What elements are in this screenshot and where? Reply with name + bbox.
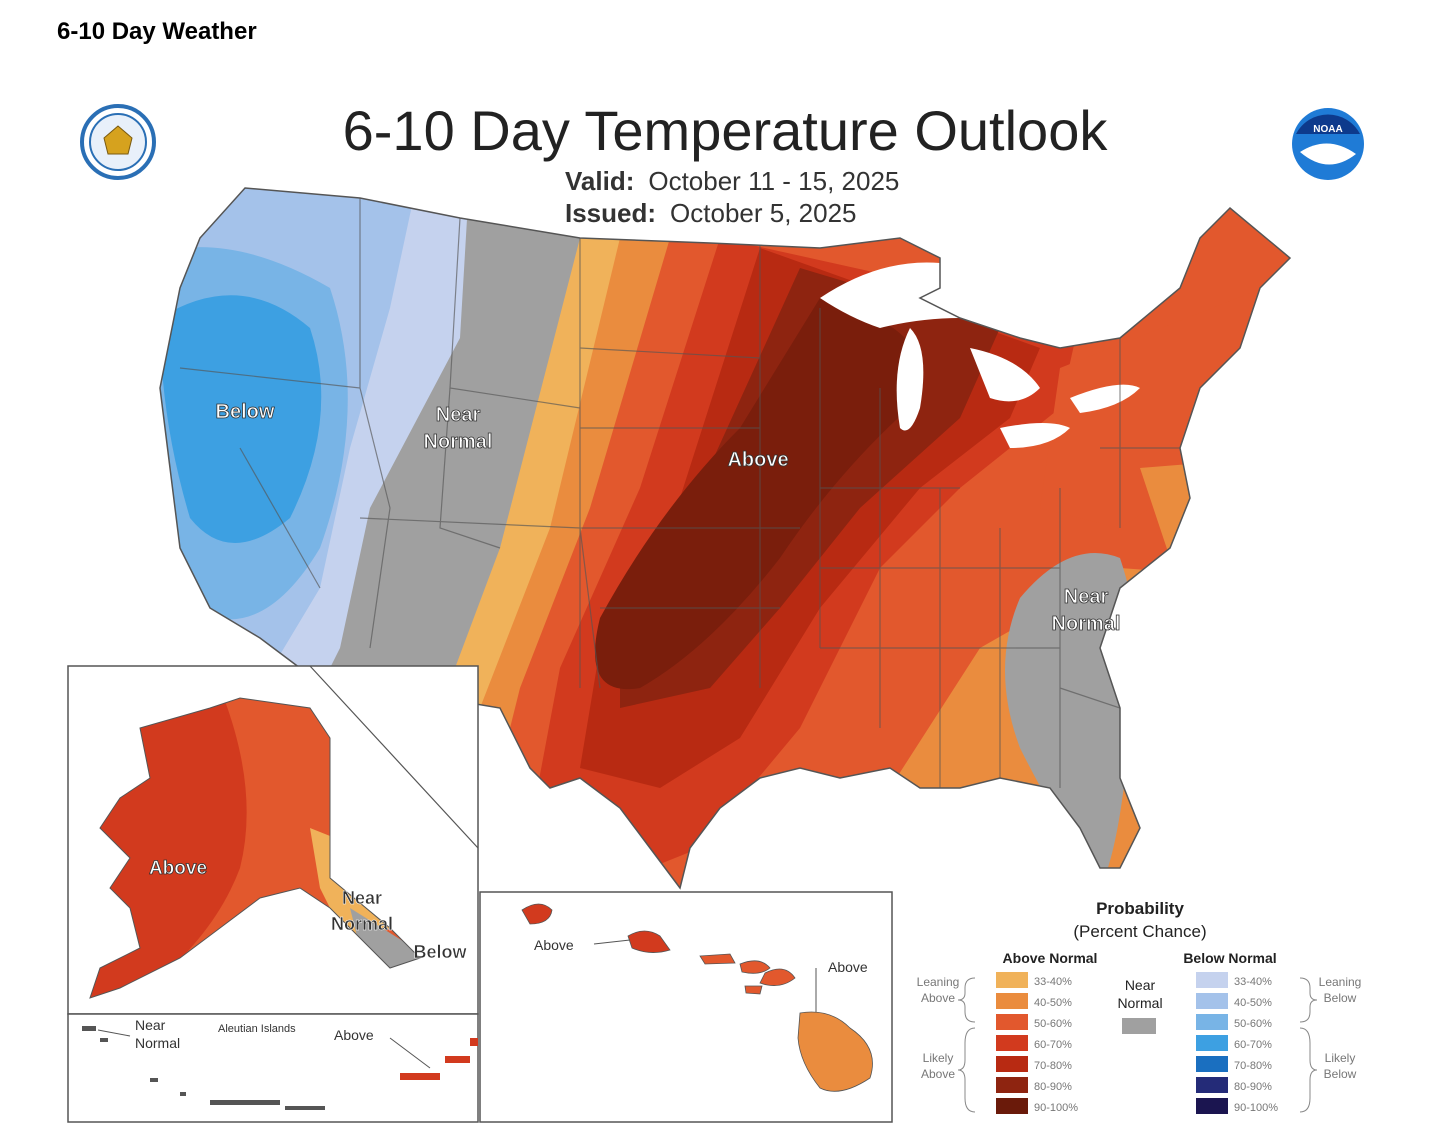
- above-range-3: 60-70%: [1034, 1039, 1072, 1051]
- below-range-5: 80-90%: [1234, 1081, 1272, 1093]
- above-swatch-6: [996, 1098, 1028, 1114]
- alaska-inset: Above Near Normal Below: [67, 665, 479, 1015]
- valid-dates-line: Valid: October 11 - 15, 2025: [565, 166, 899, 197]
- issued-date-line: Issued: October 5, 2025: [565, 198, 857, 229]
- aleutian-inset: Near Normal Aleutian Islands Above: [67, 1013, 479, 1123]
- below-swatch-5: [1196, 1077, 1228, 1093]
- below-range-3: 60-70%: [1234, 1039, 1272, 1051]
- legend-leaning-below-1: Leaning: [1319, 975, 1362, 989]
- above-swatch-2: [996, 1014, 1028, 1030]
- above-swatch-4: [996, 1056, 1028, 1072]
- above-range-1: 40-50%: [1034, 997, 1072, 1009]
- above-range-0: 33-40%: [1034, 976, 1072, 988]
- legend-near-2: Normal: [1117, 995, 1162, 1011]
- below-swatch-6: [1196, 1098, 1228, 1114]
- label-near-west-1: Near: [436, 404, 481, 426]
- below-swatch-4: [1196, 1056, 1228, 1072]
- probability-legend: Probability (Percent Chance) Above Norma…: [917, 899, 1362, 1114]
- doc-seal-icon: [80, 104, 156, 180]
- legend-likely-above-1: Likely: [923, 1051, 954, 1065]
- above-swatch-0: [996, 972, 1028, 988]
- hawaii-inset: Above Above: [479, 891, 893, 1123]
- issued-date: October 5, 2025: [670, 198, 857, 228]
- below-range-4: 70-80%: [1234, 1060, 1272, 1072]
- label-hawaii-above-1: Above: [534, 937, 574, 953]
- below-swatch-2: [1196, 1014, 1228, 1030]
- above-swatch-1: [996, 993, 1028, 1009]
- label-alaska-near-1: Near: [342, 888, 382, 908]
- below-range-2: 50-60%: [1234, 1018, 1272, 1030]
- map-title: 6-10 Day Temperature Outlook: [342, 99, 1108, 162]
- label-aleutian-above: Above: [334, 1027, 374, 1043]
- above-range-4: 70-80%: [1034, 1060, 1072, 1072]
- valid-dates: October 11 - 15, 2025: [648, 166, 900, 196]
- svg-text:NOAA: NOAA: [1313, 124, 1342, 135]
- label-near-se-2: Normal: [1052, 613, 1121, 635]
- legend-leaning-above-2: Above: [921, 991, 955, 1005]
- map-graphic: NOAA: [67, 104, 1364, 1123]
- label-aleutian-title: Aleutian Islands: [218, 1023, 296, 1035]
- above-swatch-5: [996, 1077, 1028, 1093]
- label-near-se-1: Near: [1064, 586, 1109, 608]
- legend-title-1: Probability: [1096, 899, 1184, 918]
- below-range-1: 40-50%: [1234, 997, 1272, 1009]
- legend-title-2: (Percent Chance): [1073, 922, 1206, 941]
- label-above-central: Above: [727, 449, 788, 471]
- below-range-0: 33-40%: [1234, 976, 1272, 988]
- below-swatch-1: [1196, 993, 1228, 1009]
- legend-likely-below-1: Likely: [1325, 1051, 1356, 1065]
- above-range-2: 50-60%: [1034, 1018, 1072, 1030]
- above-range-6: 90-100%: [1034, 1102, 1078, 1114]
- label-hawaii-above-2: Above: [828, 959, 868, 975]
- above-swatch-3: [996, 1035, 1028, 1051]
- legend-near-1: Near: [1125, 977, 1156, 993]
- noaa-logo-icon: NOAA: [1292, 108, 1364, 180]
- page-heading: 6-10 Day Weather: [57, 18, 257, 45]
- below-swatch-3: [1196, 1035, 1228, 1051]
- legend-leaning-above-1: Leaning: [917, 975, 960, 989]
- legend-likely-above-2: Above: [921, 1067, 955, 1081]
- label-alaska-below: Below: [413, 942, 467, 962]
- label-alaska-near-2: Normal: [331, 914, 393, 934]
- legend-leaning-below-2: Below: [1324, 991, 1357, 1005]
- temperature-outlook-map: NOAA: [60, 88, 1390, 1128]
- legend-likely-below-2: Below: [1324, 1067, 1357, 1081]
- legend-above-header: Above Normal: [1003, 950, 1098, 966]
- above-range-5: 80-90%: [1034, 1081, 1072, 1093]
- label-near-west-2: Normal: [424, 431, 493, 453]
- label-aleutian-near-2: Normal: [135, 1035, 180, 1051]
- label-aleutian-near-1: Near: [135, 1017, 166, 1033]
- issued-label: Issued:: [565, 198, 657, 228]
- legend-below-header: Below Normal: [1183, 950, 1276, 966]
- label-below: Below: [216, 401, 275, 423]
- below-swatch-0: [1196, 972, 1228, 988]
- below-range-6: 90-100%: [1234, 1102, 1278, 1114]
- label-alaska-above: Above: [149, 858, 207, 879]
- valid-label: Valid:: [565, 166, 635, 196]
- legend-near-swatch: [1122, 1018, 1156, 1034]
